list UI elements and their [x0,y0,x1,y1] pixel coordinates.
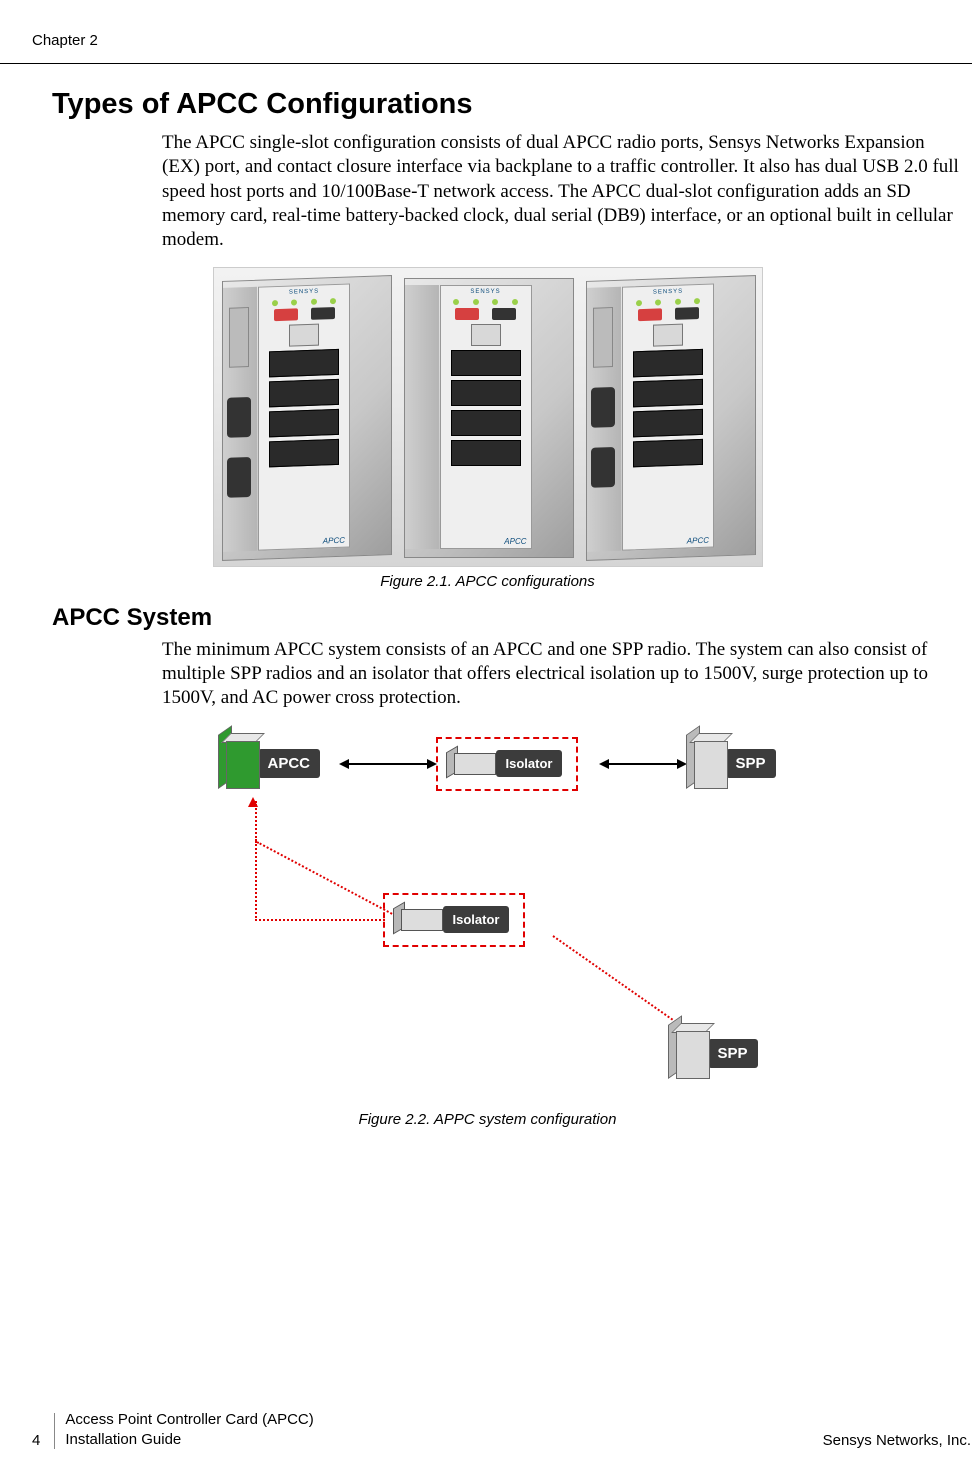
figure-1-caption: Figure 2.1. APCC configurations [0,573,975,590]
diagram-apcc-label: APCC [258,749,321,778]
diagram-isolator-label-2: Isolator [443,906,510,933]
footer-doc-title-line2: Installation Guide [65,1430,822,1450]
hardware-model-label: APCC [441,537,531,546]
heading-types-of-apcc: Types of APCC Configurations [0,88,975,121]
hardware-model-label: APCC [623,535,713,547]
diagram-node-spp-2: SPP [668,1025,758,1083]
figure-2-caption: Figure 2.2. APPC system configuration [0,1111,975,1128]
figure-2-apcc-system: APCC Isolator SPP [0,725,975,1128]
diagram-spp-label-2: SPP [708,1039,758,1068]
diagram-arrow-apcc-isolator [348,763,428,765]
diagram-arrow-isolator-spp [608,763,678,765]
hardware-photo-placeholder: SENSYS APCC SENSYS APCC [213,267,763,567]
figure-1-apcc-configurations: SENSYS APCC SENSYS APCC [0,267,975,590]
diagram-node-apcc: APCC [218,735,321,793]
footer-divider [54,1413,55,1449]
diagram-spp-label-1: SPP [726,749,776,778]
footer-page-number: 4 [0,1432,54,1449]
diagram-isolator-label-1: Isolator [496,750,563,777]
hardware-brand-label: SENSYS [623,287,713,296]
heading-apcc-system: APCC System [0,604,975,632]
hardware-brand-label: SENSYS [441,289,531,295]
diagram-dashed-head-apcc [248,797,258,807]
footer-doc-title: Access Point Controller Card (APCC) Inst… [65,1410,822,1449]
diagram-node-isolator-1: Isolator [436,737,579,791]
hardware-brand-label: SENSYS [259,287,349,296]
system-diagram: APCC Isolator SPP [208,725,768,1105]
chapter-header: Chapter 2 [0,32,972,64]
page-footer: 4 Access Point Controller Card (APCC) In… [0,1410,975,1449]
paragraph-types: The APCC single-slot configuration consi… [0,131,975,253]
footer-company: Sensys Networks, Inc. [823,1432,975,1449]
paragraph-system: The minimum APCC system consists of an A… [0,638,975,711]
diagram-dashed-diag-2 [552,935,692,1034]
footer-doc-title-line1: Access Point Controller Card (APCC) [65,1410,822,1430]
hardware-model-label: APCC [259,535,349,547]
diagram-node-spp-1: SPP [686,735,776,793]
diagram-node-isolator-2: Isolator [383,893,526,947]
